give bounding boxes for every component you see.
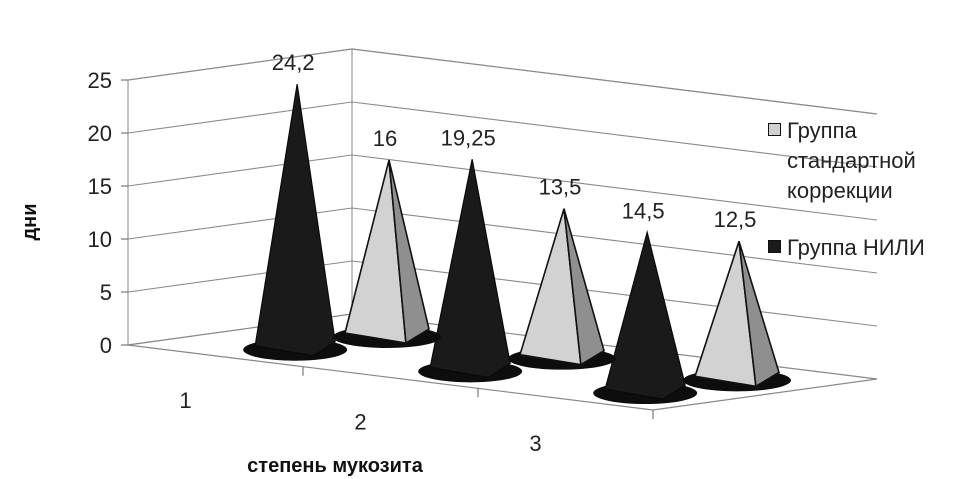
gridline — [127, 207, 878, 274]
y-tick-label: 10 — [88, 227, 112, 252]
legend-swatch-series-2 — [768, 240, 781, 253]
y-axis-title: дни — [19, 203, 41, 240]
pyramid-side-face — [563, 208, 605, 367]
x-tick-label: 2 — [354, 410, 366, 435]
pyramid-side-face — [388, 159, 430, 345]
gridline — [127, 48, 878, 115]
pyramid-side-face — [738, 240, 780, 388]
y-axis-ticks: 0 5 10 15 20 25 — [88, 68, 128, 358]
gridline — [127, 154, 878, 221]
data-labels: 24,2 19,25 14,5 16 13,5 12,5 — [272, 50, 757, 232]
y-tick-label: 15 — [88, 174, 112, 199]
chart-legend: Группа стандартной коррекции Группа НИЛИ — [768, 116, 973, 290]
y-tick-label: 25 — [88, 68, 112, 93]
pyramid-dark — [604, 229, 686, 400]
data-label: 12,5 — [714, 207, 757, 232]
x-axis-title: степень мукозита — [247, 455, 424, 477]
data-label: 16 — [373, 126, 397, 151]
gridline — [127, 101, 878, 168]
chart-walls — [127, 48, 878, 346]
gridline — [127, 260, 878, 327]
legend-item-series-1: Группа стандартной коррекции — [768, 116, 973, 206]
legend-swatch-series-1 — [768, 123, 781, 136]
y-tick-label: 0 — [100, 333, 112, 358]
legend-label-series-2: Группа НИЛИ — [787, 235, 925, 260]
y-tick-label: 5 — [100, 280, 112, 305]
data-label: 24,2 — [272, 50, 315, 75]
x-tick-label: 3 — [529, 431, 541, 456]
legend-label-series-1: Группа стандартной коррекции — [787, 118, 916, 203]
gridlines — [127, 48, 878, 327]
x-axis-ticks: 1 2 3 — [179, 366, 654, 456]
data-label: 13,5 — [539, 175, 582, 200]
legend-item-series-2: Группа НИЛИ — [768, 233, 973, 263]
y-tick-label: 20 — [88, 121, 112, 146]
data-label: 19,25 — [441, 125, 496, 150]
chart-marks — [243, 83, 791, 405]
pyramid-dark — [254, 83, 336, 357]
data-label: 14,5 — [622, 198, 665, 223]
x-tick-label: 1 — [179, 388, 191, 413]
pyramid-dark — [429, 159, 511, 379]
